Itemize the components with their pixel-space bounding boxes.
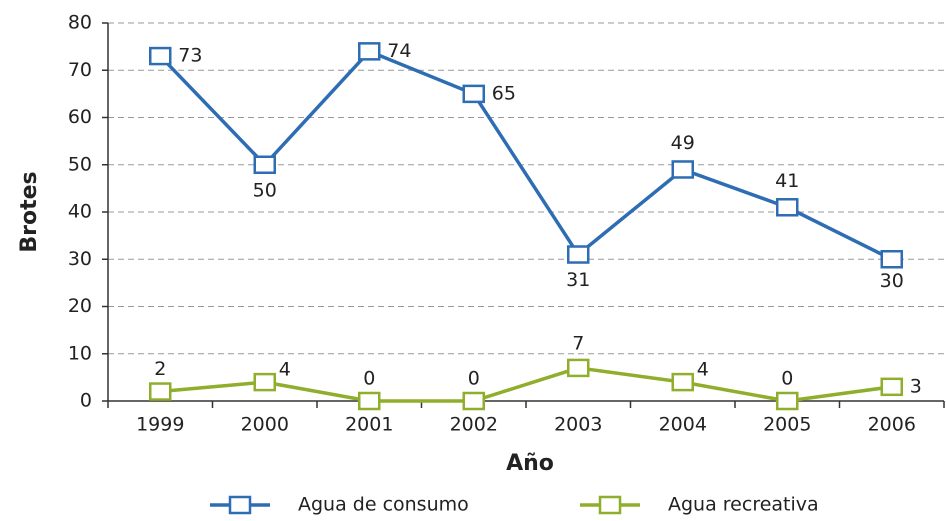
x-tick-label: 2005 [763, 414, 811, 436]
x-tick-label: 2006 [868, 414, 916, 436]
point [462, 84, 485, 104]
point [776, 391, 799, 411]
y-tick-label: 80 [68, 12, 92, 34]
data-label: 0 [781, 368, 793, 390]
data-label: 65 [492, 82, 516, 104]
point [149, 46, 172, 66]
x-axis-label: Año [506, 451, 554, 476]
data-label: 7 [572, 332, 584, 354]
point [358, 391, 381, 411]
x-tick-label: 1999 [136, 414, 184, 436]
y-tick-label: 50 [68, 153, 92, 175]
y-tick-label: 70 [68, 59, 92, 81]
point [567, 245, 590, 264]
data-label: 73 [178, 45, 202, 67]
point [358, 42, 381, 61]
point [776, 198, 799, 217]
x-tick-label: 2001 [345, 414, 393, 436]
x-tick-label: 2000 [241, 414, 289, 436]
legend-label: Agua recreativa [668, 494, 819, 516]
data-label: 50 [253, 179, 277, 201]
legend-marker [598, 495, 622, 515]
x-tick-label: 2002 [450, 414, 498, 436]
x-tick-label: 2004 [659, 414, 707, 436]
y-tick-label: 30 [68, 248, 92, 270]
data-label: 41 [775, 170, 799, 192]
y-tick-label: 60 [68, 106, 92, 128]
legend-label: Agua de consumo [298, 494, 469, 516]
y-tick-label: 0 [80, 390, 92, 412]
y-tick-label: 20 [68, 295, 92, 317]
data-label: 4 [279, 359, 291, 381]
data-label: 2 [154, 358, 166, 380]
x-tick-label: 2003 [554, 414, 602, 436]
series-line [158, 49, 893, 261]
point [671, 160, 694, 179]
point [671, 372, 694, 392]
y-axis-label: Brotes [17, 171, 42, 252]
data-label: 0 [468, 368, 480, 390]
y-tick-label: 10 [68, 342, 92, 364]
point [253, 155, 276, 174]
data-label: 3 [910, 375, 922, 397]
point [253, 372, 276, 392]
data-label: 74 [387, 40, 411, 62]
point [880, 377, 903, 397]
data-label: 0 [363, 368, 375, 390]
data-label: 4 [697, 359, 709, 381]
data-label: 30 [880, 270, 904, 292]
data-label: 31 [566, 269, 590, 291]
point [149, 382, 172, 401]
point [462, 391, 485, 411]
y-tick-label: 40 [68, 201, 92, 223]
point [567, 358, 590, 378]
legend-marker [228, 495, 252, 515]
point [880, 250, 903, 269]
series-line [160, 366, 892, 403]
data-label: 49 [671, 132, 695, 154]
